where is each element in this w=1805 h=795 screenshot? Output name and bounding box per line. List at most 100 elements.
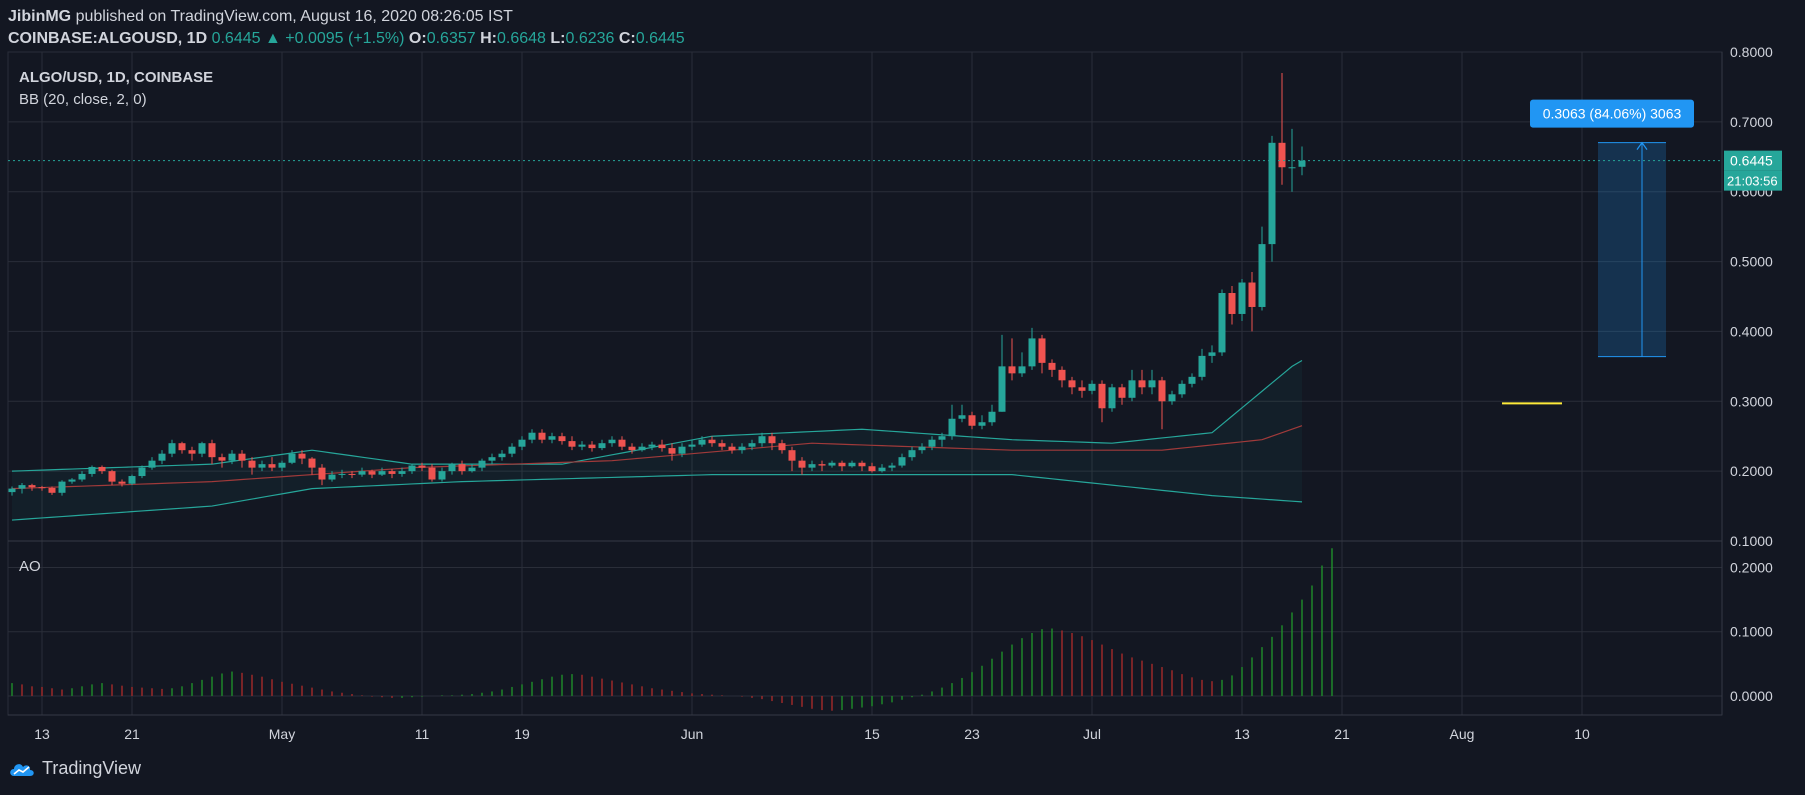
candle-body	[448, 464, 456, 472]
candle-body	[168, 443, 176, 454]
ao-tick-label: 0.0000	[1730, 688, 1773, 704]
candle-body	[908, 450, 916, 458]
candle-body	[38, 487, 46, 489]
candle-body	[88, 466, 96, 474]
candle-body	[48, 487, 56, 493]
time-tick-label: 19	[514, 726, 530, 742]
price-tick-label: 0.5000	[1730, 254, 1773, 270]
candle-body	[928, 439, 936, 447]
candle-body	[898, 457, 906, 466]
candle-body	[868, 466, 876, 472]
candle-body	[408, 465, 416, 472]
candle-body	[488, 457, 496, 461]
candle-body	[688, 444, 696, 447]
candle-body	[458, 464, 466, 472]
candle-body	[568, 441, 576, 447]
candle-body	[598, 443, 606, 449]
candle-body	[838, 462, 846, 467]
time-tick-label: Jul	[1083, 726, 1101, 742]
indicator-label[interactable]: BB (20, close, 2, 0)	[19, 91, 147, 108]
candle-body	[1038, 338, 1046, 363]
candle-body	[708, 439, 716, 444]
candle-body	[1128, 380, 1136, 398]
measure-tool[interactable]: 0.3063 (84.06%) 3063	[1530, 99, 1694, 358]
candle-body	[858, 462, 866, 467]
candle-body	[808, 464, 816, 468]
chart-frame	[7, 51, 1723, 716]
candle-body	[178, 443, 186, 451]
price-axis[interactable]: 0.10000.20000.30000.40000.50000.60000.70…	[1730, 44, 1773, 549]
candle-body	[818, 464, 826, 466]
author-name[interactable]: JibinMG	[8, 8, 72, 25]
candle-body	[1048, 362, 1056, 370]
candle-body	[1258, 244, 1266, 307]
candle-body	[768, 436, 776, 444]
time-tick-label: Aug	[1450, 726, 1475, 742]
candle-body	[728, 446, 736, 451]
candle-body	[788, 450, 796, 461]
candle-body	[228, 453, 236, 461]
candle-body	[308, 458, 316, 468]
time-tick-label: 13	[34, 726, 50, 742]
high-label: H:	[480, 30, 497, 47]
candle-body	[718, 443, 726, 447]
candle-body	[478, 460, 486, 468]
ao-axis[interactable]: 0.0000 0.1000 0.2000	[1730, 559, 1773, 703]
symbol-line: COINBASE:ALGOUSD, 1D 0.6445 ▲ +0.0095 (+…	[8, 28, 685, 50]
close-value: 0.6445	[635, 30, 685, 47]
candle-body	[1228, 293, 1236, 314]
candles	[8, 72, 1306, 496]
time-axis[interactable]: 13 21 May 11 19 Jun 15 23 Jul 13 21 Aug 10	[34, 726, 1590, 742]
price-tick-label: 0.7000	[1730, 114, 1773, 130]
price-tick-label: 0.3000	[1730, 393, 1773, 409]
footer-brand[interactable]: TradingView	[8, 758, 141, 779]
candle-body	[1188, 376, 1196, 384]
brand-name: TradingView	[42, 758, 142, 778]
tradingview-cloud-icon	[10, 763, 34, 776]
price-tick-label: 0.4000	[1730, 323, 1773, 339]
candle-body	[318, 467, 326, 480]
candle-body	[378, 471, 386, 475]
candle-body	[158, 453, 166, 461]
candle-body	[778, 443, 786, 451]
candle-body	[68, 479, 76, 482]
candle-body	[398, 471, 406, 474]
candle-body	[428, 467, 436, 480]
candle-body	[998, 366, 1006, 412]
candle-body	[28, 485, 36, 488]
candle-body	[78, 473, 86, 480]
price-tick-label: 0.2000	[1730, 463, 1773, 479]
time-tick-label: 21	[124, 726, 140, 742]
candle-body	[538, 432, 546, 440]
candle-body	[388, 471, 396, 474]
candle-body	[188, 450, 196, 454]
price-tick-label: 0.8000	[1730, 44, 1773, 60]
candle-body	[878, 467, 886, 472]
candle-body	[918, 446, 926, 451]
legend-title[interactable]: ALGO/USD, 1D, COINBASE	[19, 69, 213, 86]
candle-body	[328, 474, 336, 480]
candle-body	[278, 462, 286, 468]
measure-label-box	[1530, 99, 1694, 128]
oscillator-label[interactable]: AO	[19, 558, 41, 575]
candle-body	[978, 422, 986, 426]
candle-body	[678, 446, 686, 454]
candle-body	[1298, 160, 1306, 167]
candle-body	[1108, 387, 1116, 409]
candle-body	[1098, 383, 1106, 409]
low-value: 0.6236	[565, 30, 615, 47]
candle-body	[1208, 352, 1216, 356]
candle-body	[1068, 380, 1076, 388]
time-tick-label: 11	[415, 726, 430, 742]
candle-body	[498, 453, 506, 458]
candle-body	[558, 436, 566, 442]
candle-body	[588, 444, 596, 449]
measure-label: 0.3063 (84.06%) 3063	[1543, 106, 1682, 122]
symbol-name[interactable]: COINBASE:ALGOUSD, 1D	[8, 30, 208, 47]
candle-body	[748, 443, 756, 447]
candle-body	[828, 462, 836, 466]
candle-body	[1088, 383, 1096, 391]
candle-body	[1288, 167, 1296, 169]
bb-upper-line	[11, 360, 1303, 472]
